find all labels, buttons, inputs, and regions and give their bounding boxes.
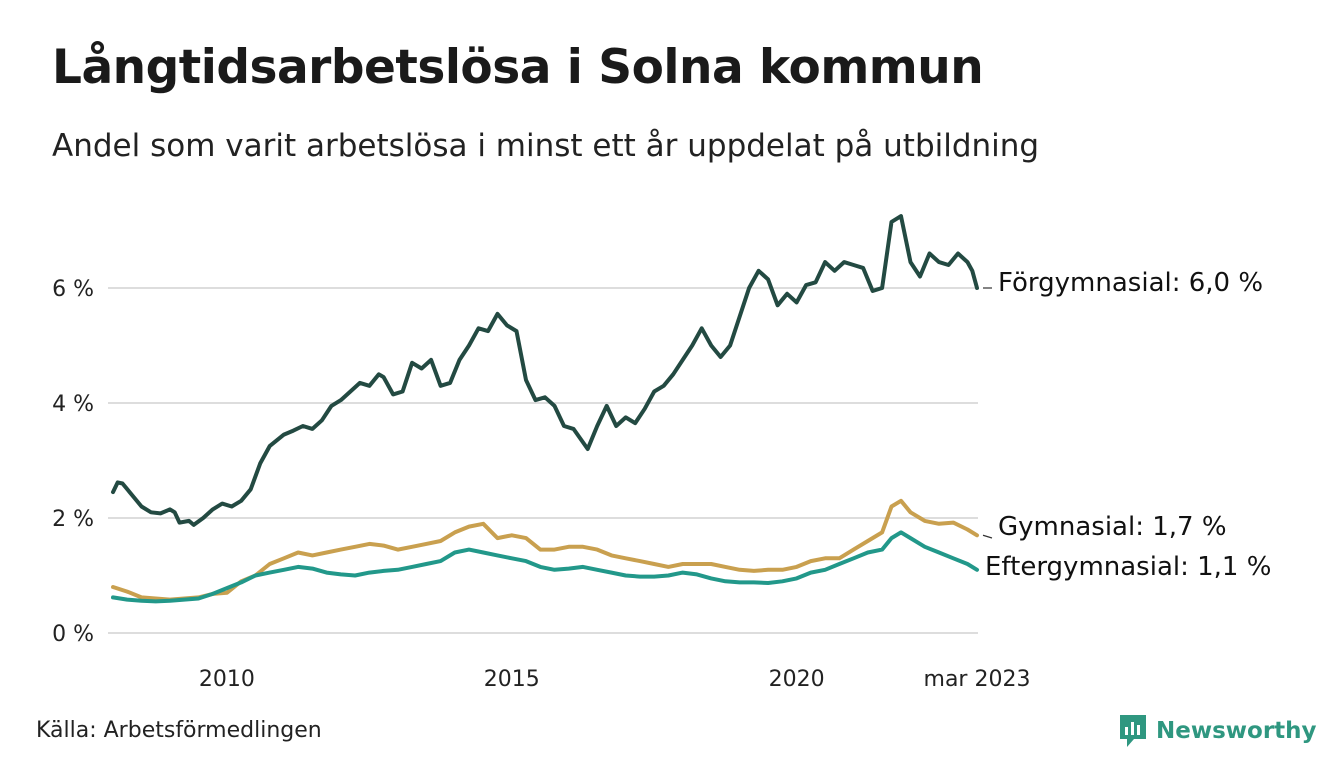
chart-title: Långtidsarbetslösa i Solna kommun: [52, 40, 984, 95]
newsworthy-logo-text: Newsworthy: [1156, 718, 1317, 744]
label-connector: [982, 534, 993, 539]
series-end-label: Eftergymnasial: 1,1 %: [985, 552, 1271, 582]
y-tick-label: 0 %: [52, 622, 94, 647]
series-line-förgymnasial: [111, 214, 979, 527]
chart-subtitle: Andel som varit arbetslösa i minst ett å…: [52, 128, 1040, 164]
y-axis-ticks: 0 % 2 % 4 % 6 %: [52, 277, 94, 647]
x-axis-ticks: 2010 2015 2020 mar 2023: [199, 667, 1031, 692]
series-line-eftergymnasial: [111, 530, 979, 604]
y-tick-label: 6 %: [52, 277, 94, 302]
newsworthy-logo: Newsworthy: [1118, 713, 1317, 749]
y-tick-label: 2 %: [52, 507, 94, 532]
x-tick-label: mar 2023: [924, 667, 1031, 692]
series-end-label: Förgymnasial: 6,0 %: [998, 268, 1263, 298]
series-lines: [111, 214, 979, 604]
series-line-gymnasial: [111, 498, 979, 602]
x-tick-label: 2010: [199, 667, 255, 692]
source-note: Källa: Arbetsförmedlingen: [36, 718, 322, 743]
grid-lines: [108, 287, 978, 634]
x-tick-label: 2015: [484, 667, 540, 692]
series-end-label: Gymnasial: 1,7 %: [998, 512, 1227, 542]
x-tick-label: 2020: [769, 667, 825, 692]
y-tick-label: 4 %: [52, 392, 94, 417]
line-chart: 0 % 2 % 4 % 6 % 2010 2015 2020 mar 2023 Förgym…: [52, 214, 1271, 692]
series-end-labels: Förgymnasial: 6,0 % Gymnasial: 1,7 % Efter…: [982, 268, 1271, 582]
newsworthy-logo-icon: [1120, 715, 1146, 747]
